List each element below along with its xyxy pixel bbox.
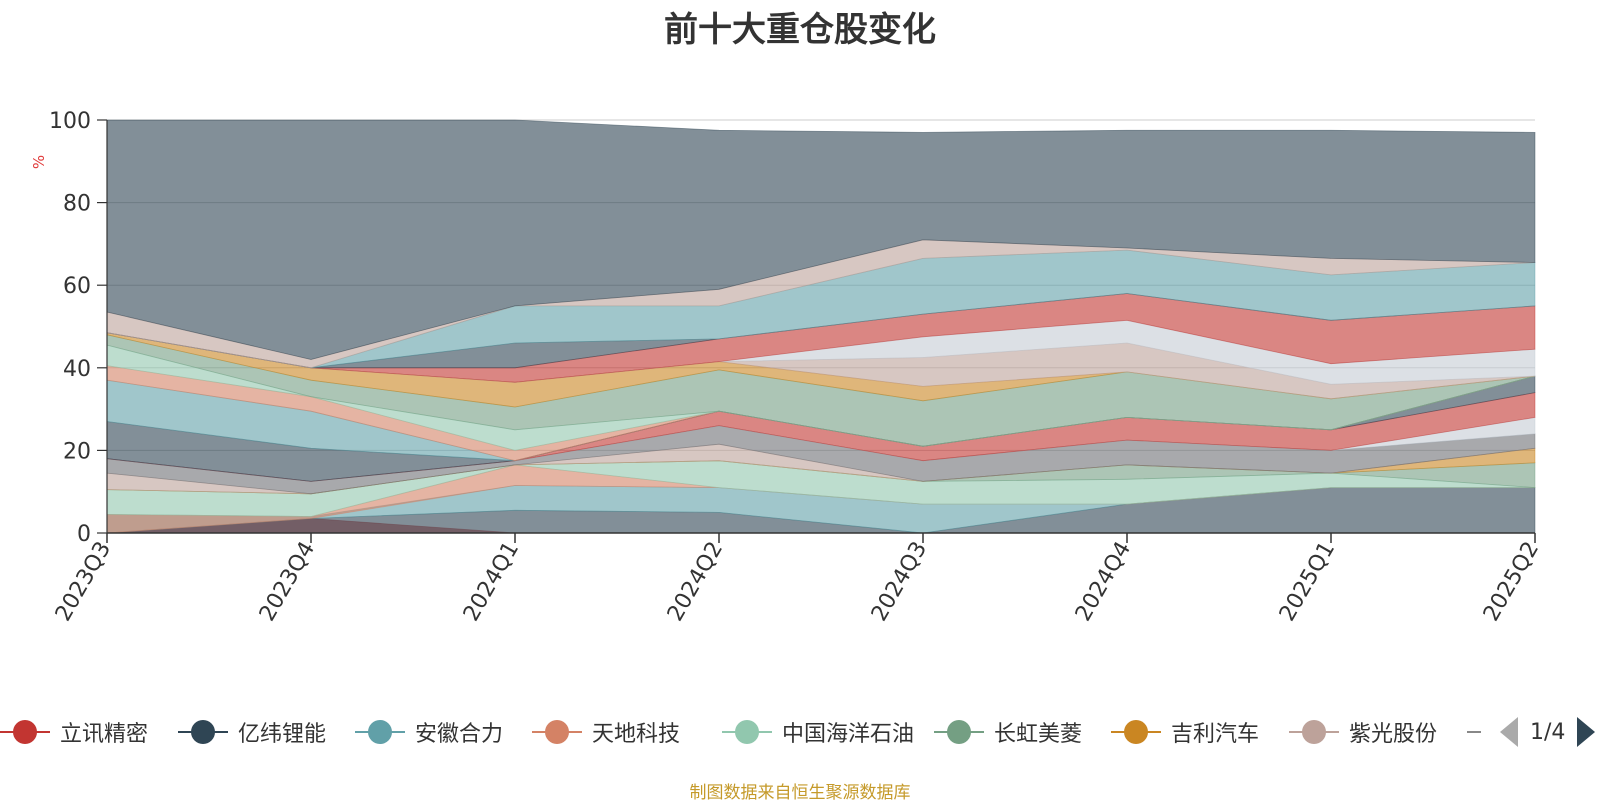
y-axis-unit-label: % [30,155,48,169]
pager-next-icon[interactable] [1577,717,1596,747]
legend-line-marker [1111,720,1161,744]
chart-title: 前十大重仓股变化 [664,10,936,50]
legend-item[interactable]: 中国海洋石油 [722,712,914,752]
legend-line-marker [934,720,984,744]
legend-line-marker [722,720,772,744]
legend-item[interactable]: 长虹美菱 [934,712,1082,752]
legend-item[interactable]: 亿纬锂能 [178,712,326,752]
legend-truncated-marker [1467,731,1481,733]
y-tick-label: 20 [63,439,91,464]
x-tick-label: 2025Q1 [1275,538,1340,626]
x-tick-label: 2024Q2 [663,538,728,626]
legend-item[interactable]: 安徽合力 [355,712,503,752]
legend-label: 中国海洋石油 [782,722,915,747]
legend-line-marker [178,720,228,744]
legend-dot-icon [1124,720,1148,744]
x-tick-label: 2024Q4 [1071,538,1136,626]
pager-prev-icon[interactable] [1500,717,1518,747]
legend-line-marker [1289,720,1339,744]
y-tick-label: 0 [77,522,91,547]
legend-dot-icon [545,720,569,744]
legend-dot-icon [947,720,971,744]
y-tick-label: 80 [63,192,91,217]
legend-dot-icon [1302,720,1326,744]
x-tick-label: 2023Q3 [51,538,116,626]
legend-label: 立讯精密 [60,722,149,747]
legend-label: 紫光股份 [1349,722,1438,747]
legend-pager: 1/4 [1500,712,1596,752]
legend-dot-icon [191,720,215,744]
area-band-24 [106,119,1536,360]
legend-dot-icon [13,720,37,744]
legend-item[interactable]: 立讯精密 [0,712,148,752]
source-note: 制图数据来自恒生聚源数据库 [689,783,911,803]
legend-line-marker [532,720,582,744]
legend-item[interactable]: 紫光股份 [1289,712,1437,752]
legend-label: 长虹美菱 [994,722,1083,747]
y-tick-label: 60 [63,274,91,299]
legend-label: 吉利汽车 [1171,722,1260,747]
legend: 立讯精密 亿纬锂能 安徽合力 天地科技 中国海洋石油 长虹美菱 吉利汽车 紫光股份 1/4 [0,712,1600,762]
y-tick-label: 40 [63,357,91,382]
pager-page-indicator: 1/4 [1530,719,1566,745]
legend-label: 亿纬锂能 [238,722,327,747]
legend-label: 安徽合力 [415,722,504,747]
x-tick-label: 2024Q3 [867,538,932,626]
legend-line-marker [355,720,405,744]
legend-item[interactable]: 吉利汽车 [1111,712,1259,752]
x-tick-label: 2025Q2 [1479,538,1544,626]
legend-label: 天地科技 [592,722,681,747]
legend-dot-icon [368,720,392,744]
legend-line-marker [0,720,50,744]
x-tick-label: 2024Q1 [459,538,524,626]
y-tick-label: 100 [49,109,91,134]
area-bands [106,119,1536,534]
x-tick-label: 2023Q4 [255,538,320,626]
legend-item[interactable]: 天地科技 [532,712,680,752]
legend-dot-icon [735,720,759,744]
